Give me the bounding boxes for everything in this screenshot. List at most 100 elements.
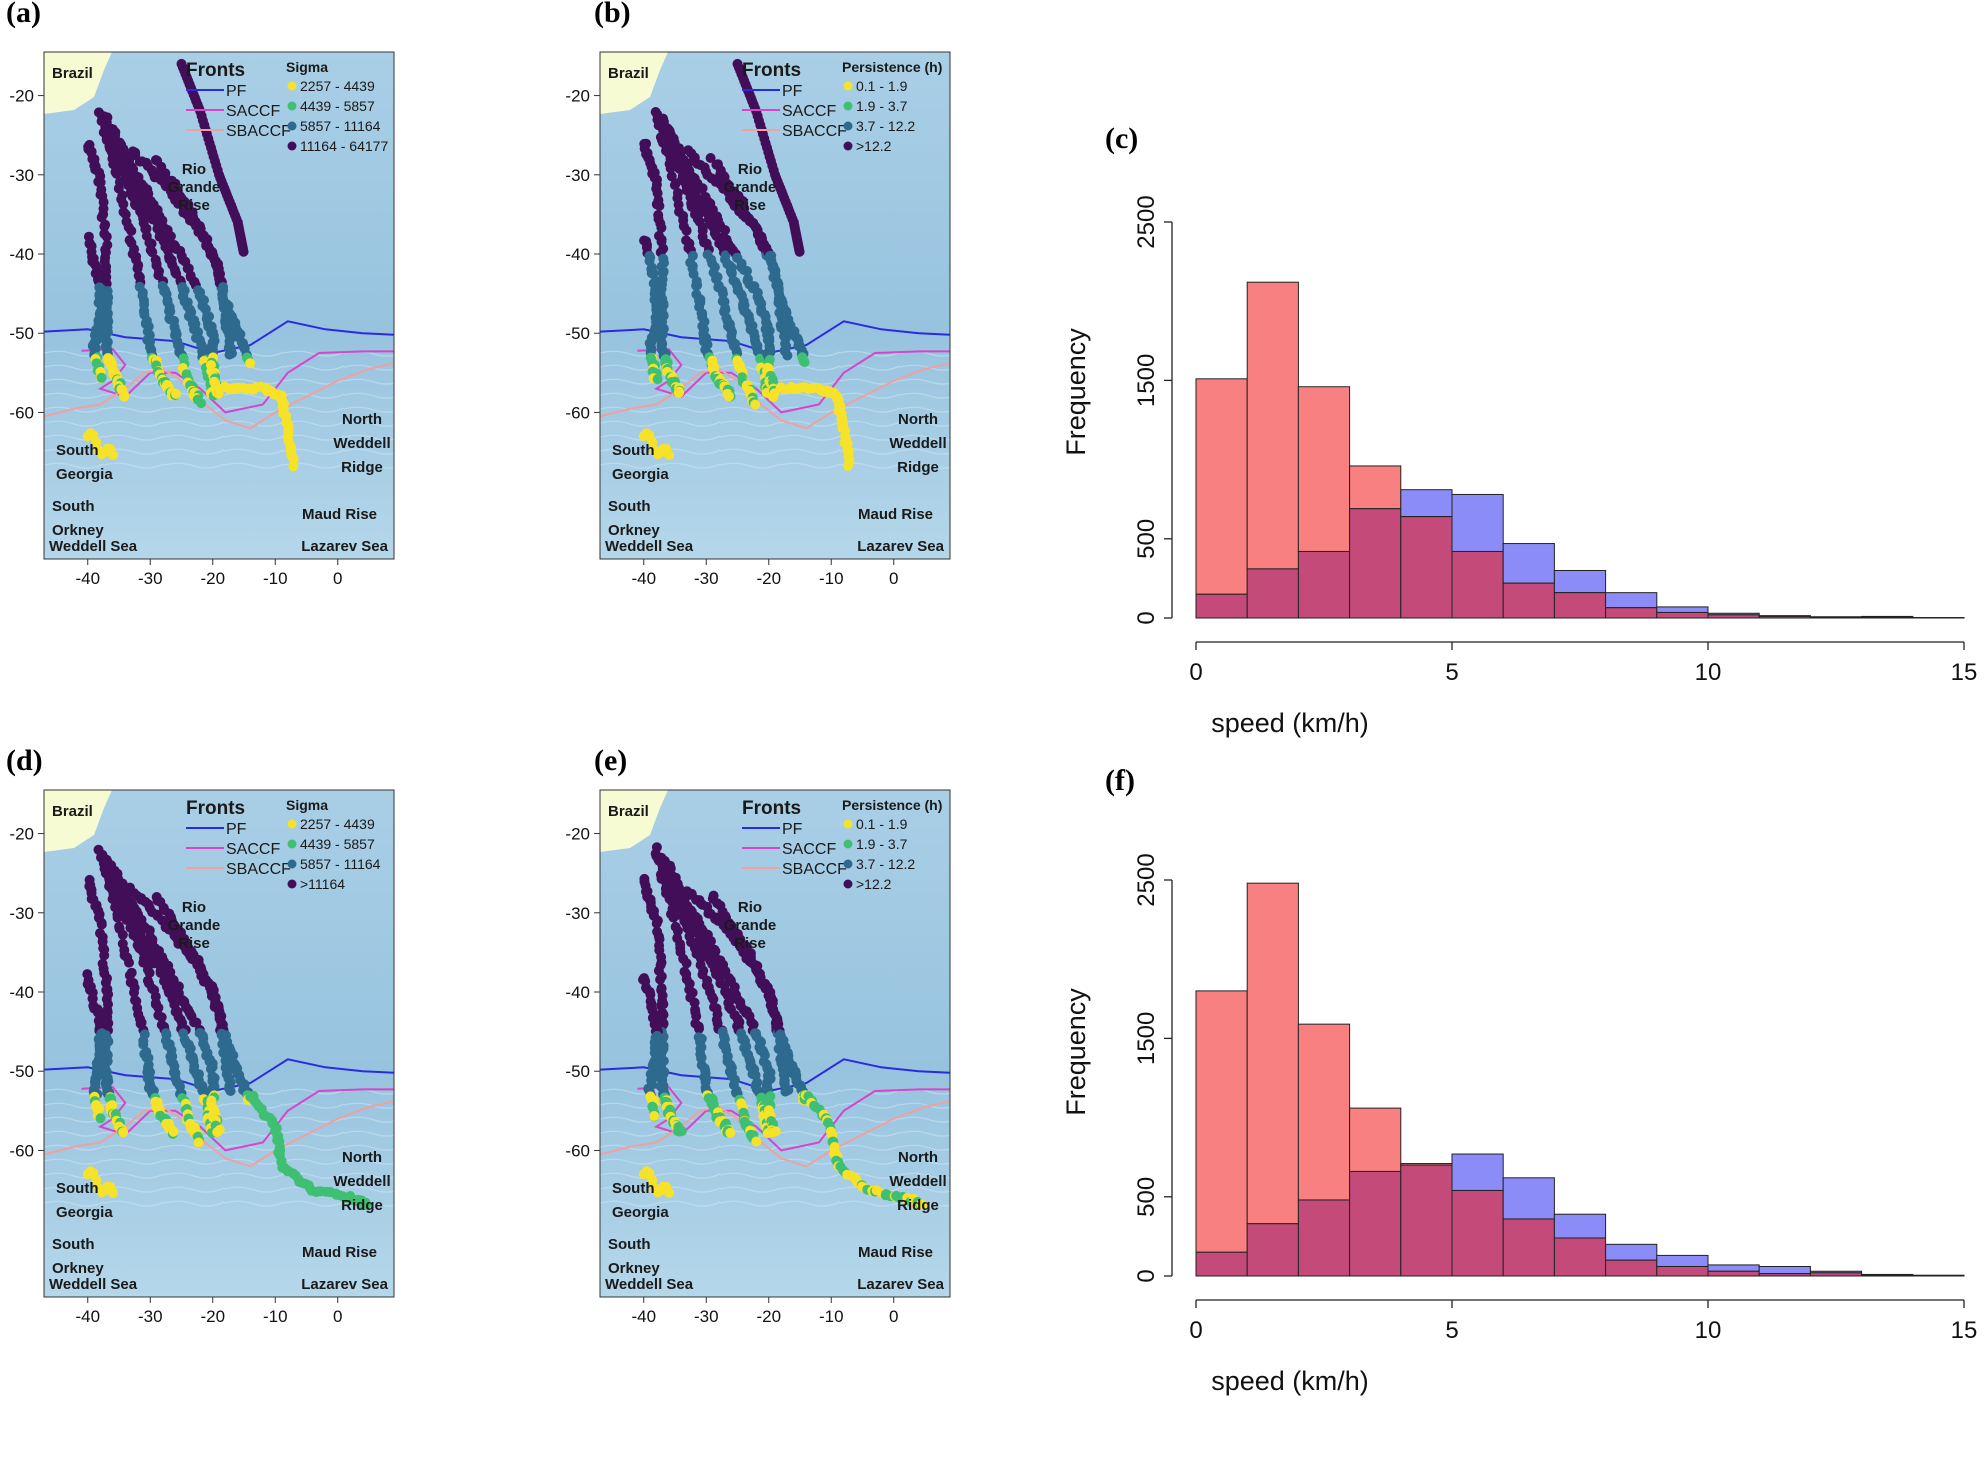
track-point — [147, 247, 158, 258]
legend-class-swatch — [287, 81, 297, 91]
place-rio-grande-rise: Rise — [178, 935, 210, 952]
legend-class-swatch — [287, 121, 297, 131]
legend-fronts-title: Fronts — [742, 798, 801, 819]
y-tick-label: 0 — [1133, 611, 1160, 624]
red-bar — [1246, 281, 1299, 570]
map-panel-a: (a) -20 -30 -40 -50 -60 -40 -30 -20 -10 0 Brazil Ri… — [6, 0, 395, 588]
track-point — [124, 957, 134, 968]
blue-bar — [1656, 1254, 1709, 1267]
track-point — [676, 1126, 687, 1137]
place-south-orkney: Orkney — [608, 1260, 660, 1277]
track-point — [691, 280, 702, 291]
place-north-weddell-ridge: Ridge — [897, 1197, 939, 1214]
red-bar — [1297, 1023, 1351, 1201]
legend-front-label: PF — [226, 821, 247, 838]
place-north-weddell-ridge: North — [898, 1149, 938, 1166]
lat-tick-label: -30 — [9, 166, 34, 185]
x-tick-label: 5 — [1445, 1317, 1458, 1344]
overlap-bar — [1400, 516, 1453, 619]
legend-front-label: PF — [782, 83, 803, 100]
lon-tick-label: -30 — [138, 1307, 163, 1326]
overlap-bar — [1451, 1189, 1504, 1277]
track-point — [768, 392, 779, 403]
place-brazil: Brazil — [52, 803, 93, 820]
legend-class-label: 4439 - 5857 — [300, 836, 375, 852]
track-point — [664, 450, 675, 460]
legend-class-swatch — [287, 101, 297, 111]
legend-class-title: Persistence (h) — [842, 59, 942, 75]
track-point — [95, 1113, 106, 1124]
place-north-weddell-ridge: Weddell — [333, 1173, 390, 1190]
x-tick-label: 0 — [1189, 659, 1202, 686]
track-point — [708, 994, 719, 1005]
place-weddell-sea: Weddell Sea — [605, 538, 694, 555]
panel-label-d: (d) — [6, 744, 43, 777]
legend-class-label: 1.9 - 3.7 — [856, 98, 908, 114]
place-rio-grande-rise: Rio — [738, 899, 762, 916]
lon-tick-label: -30 — [694, 569, 719, 588]
overlap-bar — [1400, 1164, 1453, 1277]
legend-class-label: 3.7 - 12.2 — [856, 856, 915, 872]
panel-label-b: (b) — [594, 0, 631, 29]
red-bar — [1297, 386, 1351, 552]
lat-tick-label: -40 — [565, 983, 590, 1002]
legend-class-swatch — [287, 141, 297, 151]
place-south-georgia: South — [612, 442, 655, 459]
track-point — [238, 246, 249, 257]
lat-tick-label: -20 — [565, 87, 590, 106]
y-tick-label: 1500 — [1133, 354, 1160, 407]
overlap-bar — [1195, 1251, 1248, 1277]
overlap-bar — [1707, 614, 1760, 619]
legend-front-label: SBACCF — [226, 861, 291, 878]
brazil-land — [600, 52, 668, 114]
lon-tick-label: -30 — [694, 1307, 719, 1326]
blue-bar — [1605, 592, 1658, 609]
overlap-bar — [1758, 615, 1811, 619]
place-south-georgia: South — [56, 442, 99, 459]
lon-tick-label: 0 — [889, 569, 898, 588]
y-axis-label: Frequency — [1061, 328, 1091, 456]
lon-tick-label: -40 — [75, 569, 100, 588]
panel-label-a: (a) — [6, 0, 41, 29]
place-rio-grande-rise: Rise — [178, 197, 210, 214]
place-rio-grande-rise: Rio — [738, 161, 762, 178]
blue-bar — [1758, 1265, 1811, 1275]
legend-class-label: 1.9 - 3.7 — [856, 836, 908, 852]
legend-fronts-title: Fronts — [742, 60, 801, 81]
overlap-bar — [1861, 1274, 1914, 1277]
overlap-bar — [1349, 1170, 1402, 1277]
overlap-bar — [1758, 1273, 1811, 1277]
track-points — [82, 844, 371, 1211]
legend-class-swatch — [287, 839, 297, 849]
track-point — [673, 387, 684, 398]
track-point — [799, 357, 810, 368]
place-south-georgia: South — [612, 1180, 655, 1197]
x-tick-label: 5 — [1445, 659, 1458, 686]
legend: Fronts PF SACCF SBACCF Sigma 2257 - 4439 4439 … — [186, 797, 381, 892]
place-lazarev-sea: Lazarev Sea — [857, 538, 944, 555]
place-rio-grande-rise: Rio — [182, 899, 206, 916]
lat-tick-label: -60 — [565, 403, 590, 422]
overlap-bar — [1246, 1223, 1299, 1277]
overlap-bar — [1809, 1272, 1863, 1277]
track-point — [691, 1011, 702, 1022]
place-maud-rise: Maud Rise — [858, 1244, 933, 1261]
bars — [1195, 281, 1965, 619]
legend-front-label: SACCF — [226, 841, 280, 858]
bars — [1195, 882, 1965, 1277]
track-point — [647, 1175, 658, 1186]
place-north-weddell-ridge: Ridge — [341, 459, 383, 476]
track-point — [193, 1137, 204, 1148]
track-point — [655, 974, 666, 985]
track-point — [843, 460, 853, 471]
place-north-weddell-ridge: Ridge — [897, 459, 939, 476]
lat-tick-label: -60 — [9, 1141, 34, 1160]
lat-tick-label: -50 — [565, 1062, 590, 1081]
track-point — [225, 1086, 236, 1096]
red-bar — [1349, 465, 1402, 510]
track-point — [697, 183, 708, 194]
track-point — [780, 1086, 791, 1097]
lon-tick-label: -10 — [819, 1307, 844, 1326]
lat-tick-label: -30 — [9, 904, 34, 923]
